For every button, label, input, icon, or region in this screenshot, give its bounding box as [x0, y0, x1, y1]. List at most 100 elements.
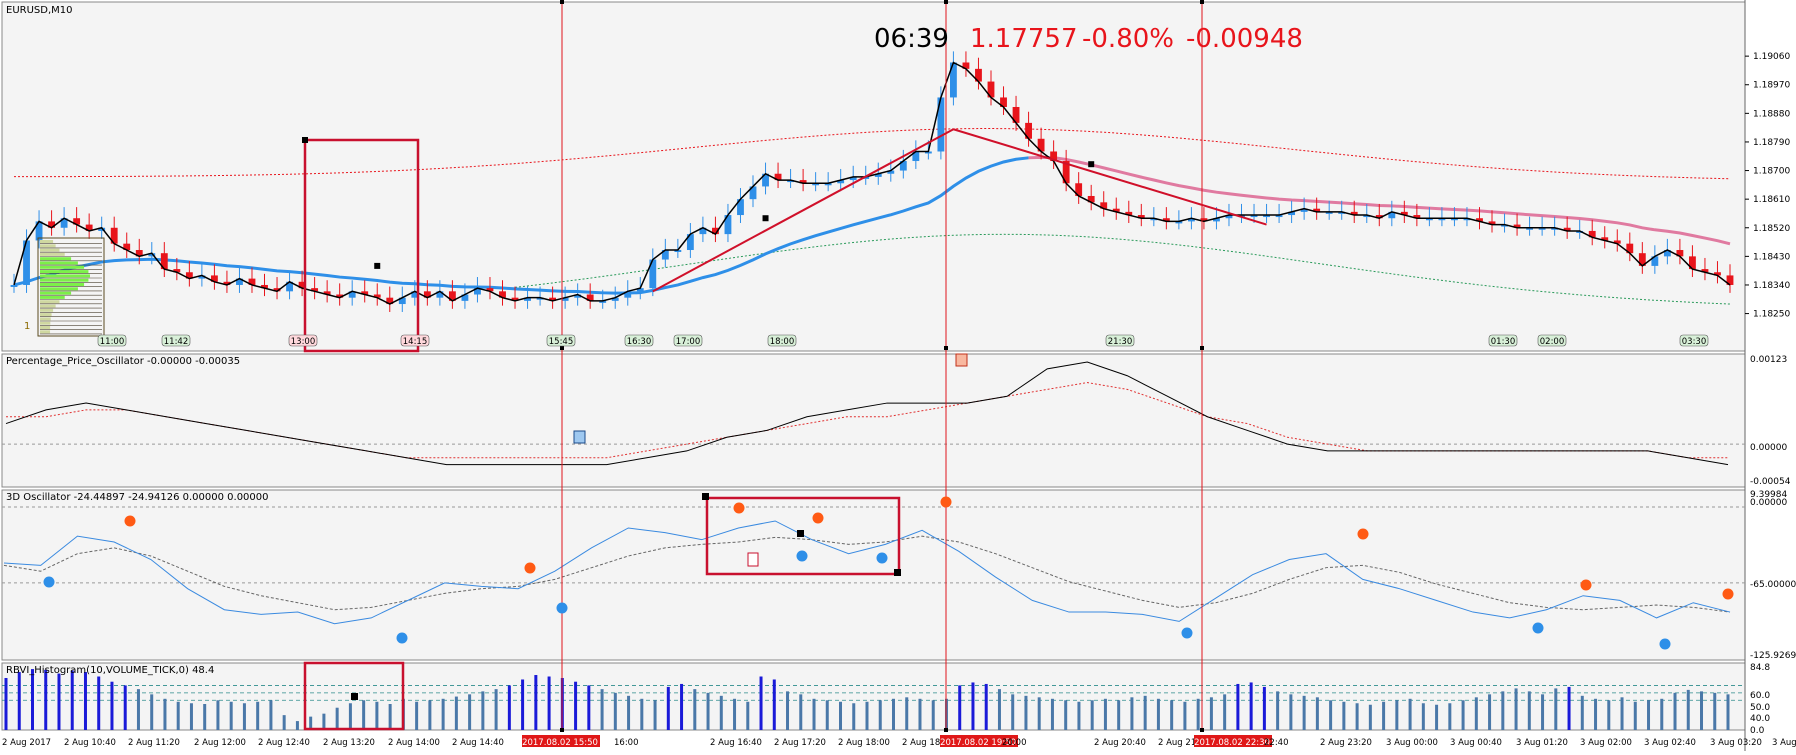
volume-profile-row	[40, 240, 54, 243]
sell-dot	[940, 496, 952, 508]
candle-body	[1638, 253, 1646, 266]
rbvi-box-annotation	[303, 661, 405, 731]
rbvi-bar	[1461, 700, 1465, 730]
time-tag-bg	[288, 334, 318, 347]
candle-body	[1062, 161, 1070, 184]
rbvi-bar	[1329, 700, 1333, 730]
time-tag: 03:30	[1682, 337, 1707, 347]
time-tag-bg	[624, 334, 654, 347]
candle-body	[799, 180, 807, 184]
candle-body	[674, 250, 682, 253]
candle-body	[1689, 256, 1696, 270]
rbvi-bar	[733, 698, 737, 730]
rbvi-bar	[1050, 698, 1054, 730]
candle-body	[1375, 215, 1383, 219]
candle-body	[223, 281, 231, 285]
rbvi-bar	[70, 670, 74, 730]
candle-body	[636, 288, 644, 292]
candle-body	[1350, 211, 1358, 216]
candle-body	[1714, 272, 1721, 276]
rbvi-bar	[1448, 703, 1452, 730]
candle-body	[1425, 218, 1433, 221]
candle-body	[1438, 218, 1446, 221]
rbvi-bar	[719, 695, 723, 730]
rbvi-bar	[825, 700, 829, 730]
candle-body	[486, 288, 494, 292]
candle-body	[611, 297, 619, 301]
candle-body	[185, 272, 193, 279]
rbvi-axis-tick: 84.8	[1750, 663, 1770, 673]
time-tag-bg	[1488, 334, 1518, 347]
rbvi-bar	[282, 715, 286, 730]
rbvi-bar	[1514, 688, 1518, 730]
candle-body	[311, 288, 319, 292]
price-tick-label: 1.18340	[1753, 281, 1790, 291]
rbvi-bar	[1011, 694, 1015, 730]
rbvi-bar	[1700, 691, 1704, 730]
rbvi-bar	[1196, 698, 1200, 730]
price-tick-label: 1.18520	[1753, 224, 1790, 234]
sell-dot	[812, 512, 824, 524]
time-axis-label: 3 Aug 02:40	[1644, 738, 1696, 748]
candle-body	[1513, 224, 1521, 228]
rbvi-bar	[1276, 691, 1280, 730]
candle-body	[461, 294, 469, 301]
volume-profile-row	[40, 244, 56, 248]
candle-body	[1526, 227, 1534, 230]
time-axis-highlight	[940, 735, 1018, 747]
annotation-overlay[interactable]	[43, 0, 1734, 732]
candle-body	[110, 227, 118, 244]
rbvi-bar	[57, 673, 61, 730]
rbvi-bar	[123, 685, 127, 730]
rbvi-bar	[1262, 686, 1266, 730]
rbvi-bar	[653, 700, 657, 730]
buy-dot	[396, 632, 408, 644]
volume-profile-row	[40, 321, 51, 325]
rbvi-bar	[203, 703, 207, 730]
rbvi-bar	[1183, 701, 1187, 730]
candle-body	[1663, 250, 1671, 257]
rbvi-bar	[494, 689, 498, 730]
rbvi-bar	[759, 676, 763, 730]
osc-box-anchor	[797, 530, 804, 537]
candle-body	[561, 297, 569, 301]
candle-body	[1137, 215, 1145, 219]
candle-body	[85, 224, 93, 231]
time-axis-label: 3 Aug 03:20	[1710, 738, 1762, 748]
candle-body	[336, 294, 344, 298]
time-axis-label: 2 Aug 18:40	[902, 738, 954, 748]
rbvi-bar	[1090, 700, 1094, 730]
rbvi-bar	[110, 681, 114, 730]
rbvi-bar	[1527, 691, 1531, 730]
rbvi-bar	[1064, 700, 1068, 730]
candle-body	[1012, 106, 1020, 123]
volume-profile-row	[40, 252, 65, 256]
time-axis-label: 2 Aug 2017	[2, 738, 51, 748]
candle-body	[774, 173, 782, 181]
buy-dot	[1659, 638, 1671, 650]
rbvi-bar	[415, 701, 419, 730]
change-percent: -0.80%	[1082, 24, 1174, 54]
rbvi-bar	[1117, 700, 1121, 730]
trend-line	[652, 128, 954, 293]
candle-body	[899, 161, 907, 171]
rbvi-bar	[997, 689, 1001, 730]
candle-body	[210, 275, 218, 282]
candle-body	[924, 151, 932, 154]
rbvi-bar	[1382, 701, 1386, 730]
rbvi-bar	[17, 672, 21, 730]
moving-average-blue	[13, 156, 1029, 295]
osc3d-axis-tick: 0.00000	[1750, 498, 1787, 508]
time-axis-label: 2 Aug 16:40	[710, 738, 762, 748]
candle-body	[423, 291, 431, 298]
candle-body	[824, 183, 832, 186]
time-axis-label: 2017.08.02 15:50	[522, 738, 598, 748]
rbvi-bar	[772, 679, 776, 730]
time-tag: 02:00	[1540, 337, 1565, 347]
panel-backgrounds	[1, 0, 1746, 751]
osc-main-line	[3, 520, 1731, 625]
rbvi-bar	[666, 686, 670, 730]
vertical-line-anchor	[560, 0, 564, 4]
